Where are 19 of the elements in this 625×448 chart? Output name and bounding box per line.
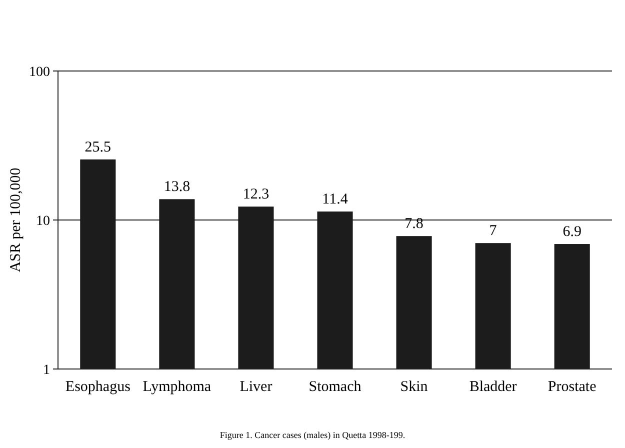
caption: Figure 1. Cancer cases (males) in Quetta 1998-199. [220, 430, 406, 440]
y-tick-label: 10 [36, 214, 50, 229]
x-tick-label: Stomach [308, 379, 362, 395]
data-label: 7 [489, 223, 498, 240]
data-label: 7.8 [404, 216, 424, 232]
y-axis-title: ASR per 100,000 [8, 168, 24, 272]
x-tick-label: Esophagus [65, 379, 131, 395]
x-tick-label: Bladder [469, 379, 517, 395]
y-tick-label: 1 [43, 362, 50, 378]
y-tick-label: 100 [29, 64, 50, 80]
data-label: 11.4 [322, 192, 348, 208]
data-label: 12.3 [242, 186, 270, 203]
x-tick-label: Liver [240, 379, 272, 395]
data-label: 13.8 [164, 179, 190, 196]
x-tick-label: Skin [400, 379, 428, 395]
x-tick-label: Lymphoma [142, 379, 212, 395]
x-tick-label: Prostate [548, 379, 597, 395]
data-label: 25.5 [84, 139, 112, 156]
data-label: 6.9 [562, 224, 582, 240]
